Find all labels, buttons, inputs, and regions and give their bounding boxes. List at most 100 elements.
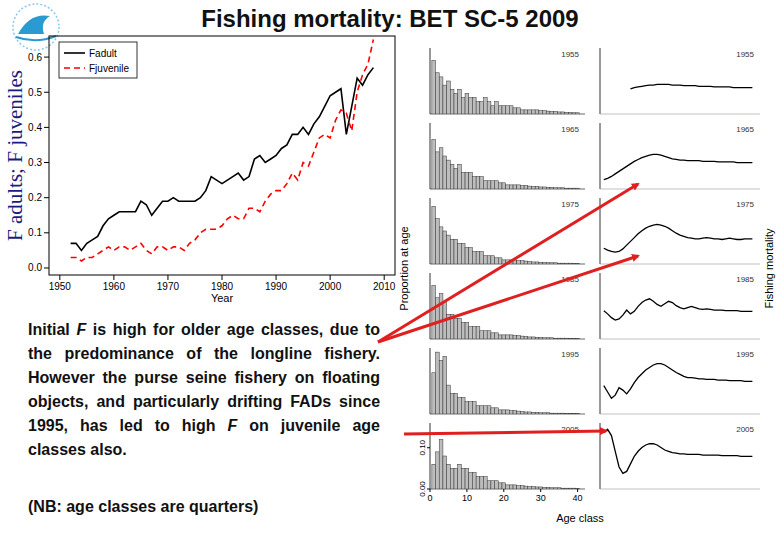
bar bbox=[436, 73, 440, 114]
bar bbox=[443, 231, 447, 264]
bar bbox=[491, 333, 495, 339]
bar bbox=[576, 338, 580, 339]
bar bbox=[565, 488, 569, 489]
bar bbox=[465, 173, 469, 190]
bar bbox=[517, 185, 521, 189]
bar bbox=[528, 412, 532, 414]
bar bbox=[557, 488, 561, 489]
panel-plot bbox=[604, 224, 753, 252]
bar bbox=[432, 464, 436, 489]
bar bbox=[495, 102, 499, 114]
bar bbox=[439, 360, 443, 414]
bar bbox=[513, 411, 517, 414]
bar bbox=[513, 485, 517, 489]
bar bbox=[539, 337, 543, 339]
y-tick bbox=[44, 267, 49, 268]
bar bbox=[543, 111, 547, 114]
bar bbox=[502, 335, 506, 339]
bar bbox=[472, 473, 476, 490]
bar bbox=[568, 413, 572, 414]
f-at-age-line bbox=[604, 299, 753, 320]
bar bbox=[450, 314, 454, 339]
x-axis-line bbox=[600, 114, 760, 115]
panel-plot bbox=[604, 429, 753, 473]
bar bbox=[539, 187, 543, 189]
bar bbox=[432, 373, 436, 414]
bar bbox=[461, 323, 465, 340]
y-axis-label: F adults; F juveniles bbox=[3, 70, 27, 241]
bar bbox=[524, 486, 528, 489]
bar bbox=[509, 185, 513, 189]
x-tick-label: 2000 bbox=[319, 281, 342, 292]
bar bbox=[495, 333, 499, 339]
legend-label: Fjuvenile bbox=[89, 63, 129, 74]
bar bbox=[487, 256, 491, 264]
bar bbox=[572, 263, 576, 264]
bar bbox=[557, 413, 561, 414]
bar bbox=[469, 473, 473, 490]
bar bbox=[506, 106, 510, 114]
bar bbox=[472, 402, 476, 414]
bar bbox=[561, 488, 565, 489]
bar bbox=[554, 112, 558, 114]
bar bbox=[480, 406, 484, 414]
bar bbox=[484, 181, 488, 189]
bar bbox=[517, 411, 521, 414]
bar bbox=[517, 108, 521, 114]
x-axis-label: Age class bbox=[556, 512, 604, 524]
bar bbox=[528, 487, 532, 489]
bar bbox=[461, 468, 465, 489]
bar bbox=[561, 263, 565, 264]
y-axis-label: Fishing mortality bbox=[763, 228, 775, 309]
bar bbox=[524, 412, 528, 414]
bar bbox=[572, 338, 576, 339]
bar bbox=[565, 112, 569, 114]
bar bbox=[436, 219, 440, 264]
bar bbox=[469, 173, 473, 190]
bar bbox=[458, 398, 462, 415]
y-tick-label: 0.0 bbox=[28, 262, 42, 273]
bar bbox=[568, 188, 572, 189]
bar bbox=[509, 485, 513, 489]
y-tick bbox=[44, 57, 49, 58]
bar bbox=[513, 336, 517, 339]
y-tick bbox=[44, 92, 49, 93]
bar bbox=[517, 261, 521, 264]
bar bbox=[554, 338, 558, 339]
y-axis-line bbox=[430, 273, 431, 339]
x-tick-label: 0 bbox=[427, 493, 432, 503]
y-axis-line bbox=[430, 123, 431, 189]
bar bbox=[509, 335, 513, 339]
bar bbox=[476, 177, 480, 189]
bar bbox=[454, 239, 458, 264]
x-tick-label: 1970 bbox=[157, 281, 180, 292]
bar bbox=[520, 186, 524, 189]
bar bbox=[432, 206, 436, 264]
bar bbox=[531, 187, 535, 189]
bar bbox=[447, 81, 451, 114]
x-tick-label: 1950 bbox=[49, 281, 72, 292]
bar bbox=[528, 337, 532, 339]
bar bbox=[531, 110, 535, 114]
bar bbox=[572, 113, 576, 114]
series-line bbox=[71, 40, 374, 261]
y-axis-line bbox=[430, 198, 431, 264]
bar bbox=[469, 248, 473, 265]
x-axis-line bbox=[600, 264, 760, 265]
x-tick-label: 30 bbox=[536, 493, 546, 503]
bar bbox=[509, 106, 513, 114]
y-axis-line bbox=[600, 198, 601, 264]
bar bbox=[450, 239, 454, 264]
bar bbox=[447, 314, 451, 339]
x-tick bbox=[167, 275, 168, 280]
bar bbox=[543, 413, 547, 414]
arrow bbox=[404, 431, 606, 434]
x-tick bbox=[276, 275, 277, 280]
bar bbox=[495, 258, 499, 264]
bar bbox=[531, 262, 535, 264]
y-tick-label: 0.1 bbox=[28, 227, 42, 238]
panel-title: 1975 bbox=[561, 200, 579, 209]
bar bbox=[502, 410, 506, 414]
annotation: Initial F is high for older age classes,… bbox=[28, 318, 380, 462]
bar bbox=[557, 188, 561, 189]
